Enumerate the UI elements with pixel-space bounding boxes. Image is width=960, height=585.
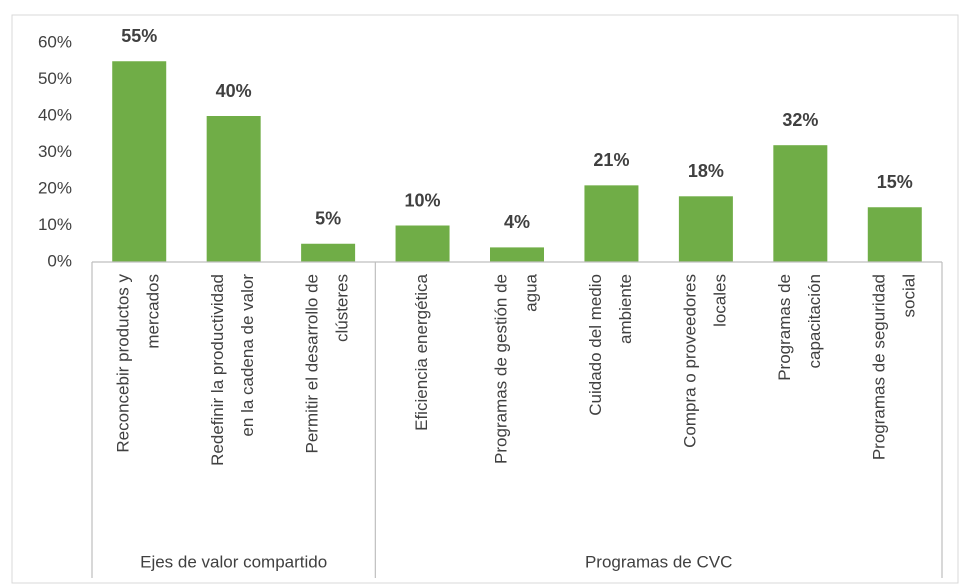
x-tick-label: locales <box>710 274 729 327</box>
value-label: 21% <box>593 150 629 170</box>
y-tick-label: 20% <box>38 178 72 197</box>
x-tick-label: capacitación <box>805 274 824 369</box>
x-tick-label: Eficiencia energética <box>412 273 431 430</box>
value-label: 4% <box>504 212 530 232</box>
y-tick-label: 40% <box>38 105 72 124</box>
x-tick-label: social <box>899 274 918 317</box>
x-tick-label: Programas de gestión de <box>491 274 510 464</box>
bar <box>206 116 261 262</box>
y-tick-label: 10% <box>38 215 72 234</box>
x-tick-label: Compra o proveedores <box>680 274 699 448</box>
x-tick-label: mercados <box>144 274 163 349</box>
x-tick-label: Cuidado del medio <box>586 274 605 416</box>
x-tick-label: Programas de <box>775 274 794 381</box>
bar <box>112 61 167 262</box>
x-tick-label: agua <box>521 273 540 311</box>
bar <box>395 225 450 262</box>
value-label: 32% <box>782 110 818 130</box>
bar <box>490 247 544 262</box>
x-tick-label: ambiente <box>616 274 635 344</box>
value-label: 18% <box>688 161 724 181</box>
group-label: Ejes de valor compartido <box>140 552 327 571</box>
x-tick-label: en la cadena de valor <box>238 274 257 437</box>
value-label: 40% <box>216 81 252 101</box>
y-tick-label: 0% <box>47 251 72 270</box>
y-tick-label: 50% <box>38 69 72 88</box>
value-label: 55% <box>121 26 157 46</box>
bar <box>678 196 733 262</box>
value-label: 10% <box>405 190 441 210</box>
x-tick-label: Redefinir la productividad <box>208 274 227 466</box>
bar <box>773 145 828 262</box>
x-tick-label: Programas de seguridad <box>869 274 888 460</box>
x-tick-label: Permitir el desarrollo de <box>303 274 322 454</box>
y-tick-label: 30% <box>38 142 72 161</box>
chart-frame <box>11 14 959 584</box>
y-tick-label: 60% <box>38 32 72 51</box>
value-label: 5% <box>315 209 341 229</box>
bar <box>584 185 639 262</box>
x-tick-label: Reconcebir productos y <box>114 274 133 453</box>
value-label: 15% <box>877 172 913 192</box>
bar <box>301 243 356 262</box>
group-label: Programas de CVC <box>585 552 732 571</box>
bar <box>867 207 922 262</box>
x-tick-label: clústeres <box>333 274 352 342</box>
